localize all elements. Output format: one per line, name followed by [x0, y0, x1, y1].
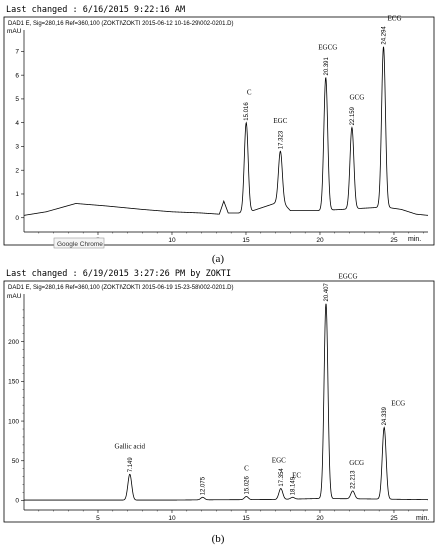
chromatogram-trace — [23, 46, 429, 216]
peak-compound-name: GCG — [349, 459, 364, 467]
y-tick-label: 200 — [8, 339, 19, 346]
y-tick-label: 2 — [15, 167, 19, 174]
panel-b: Last changed : 6/19/2015 3:27:26 PM by Z… — [3, 269, 435, 545]
peak-retention-time-label: 17.354 — [279, 468, 285, 487]
panel-b-xlabel: min. — [416, 515, 429, 522]
panel-b-ylabel: mAU — [7, 293, 22, 300]
peak-compound-name: EC — [292, 471, 301, 479]
x-tick-label: 25 — [390, 515, 398, 522]
peak-retention-time-label: 24.339 — [382, 406, 388, 425]
peak-retention-time-label: 17.323 — [278, 130, 284, 149]
peak-compound-name: EGCG — [338, 273, 357, 281]
peak-retention-time-label: 15.016 — [244, 102, 250, 121]
panel-a-xlabel: min. — [408, 236, 421, 243]
panel-a: Last changed : 6/16/2015 9:22:16 AM DAD1… — [3, 5, 435, 265]
peak-retention-time-label: 7.149 — [128, 457, 134, 473]
x-tick-label: 20 — [316, 515, 324, 522]
google-chrome-tooltip-text: Google Chrome — [57, 241, 103, 248]
peak-compound-name: ECG — [391, 399, 405, 407]
panel-a-header: DAD1 E, Sig=280,16 Ref=360,100 (ZOKTI\ZO… — [8, 21, 233, 27]
peak-retention-time-label: 15.026 — [244, 475, 250, 494]
y-tick-label: 50 — [12, 458, 20, 465]
x-tick-label: 5 — [96, 515, 100, 522]
peak-retention-time-label: 24.294 — [382, 26, 388, 45]
panel-b-plot: 0 50 100 150 200 5 10 15 20 25 7.149 Gallic acid 12.… — [8, 273, 429, 522]
peak-retention-time-label: 18.149 — [291, 476, 297, 495]
peak-retention-time-label: 20.391 — [324, 56, 330, 75]
y-tick-label: 5 — [15, 96, 19, 103]
chromatogram-trace — [24, 303, 429, 501]
x-tick-label: 10 — [168, 515, 176, 522]
panel-a-ylabel: mAU — [7, 28, 22, 35]
y-tick-label: 3 — [15, 144, 19, 151]
peak-retention-time-label: 12.075 — [201, 476, 207, 495]
peak-compound-name: C — [244, 465, 249, 473]
y-tick-label: 0 — [15, 498, 19, 505]
panel-b-last-changed: Last changed : 6/19/2015 3:27:26 PM by Z… — [6, 269, 231, 279]
panel-a-last-changed: Last changed : 6/16/2015 9:22:16 AM — [6, 5, 185, 15]
panel-b-caption: (b) — [212, 533, 225, 545]
y-tick-label: 150 — [8, 379, 19, 386]
peak-compound-name: EGC — [272, 457, 286, 465]
x-tick-label: 15 — [242, 515, 250, 522]
y-tick-label: 100 — [8, 418, 19, 425]
peak-retention-time-label: 22.159 — [350, 106, 356, 125]
x-tick-label: 20 — [316, 237, 324, 244]
y-tick-label: 4 — [15, 120, 19, 127]
panel-a-caption: (a) — [212, 253, 225, 265]
google-chrome-tooltip-box — [53, 237, 105, 249]
panel-b-frame — [3, 280, 435, 523]
peak-retention-time-label: 20.407 — [324, 282, 330, 301]
y-tick-label: 6 — [15, 72, 19, 79]
panel-a-tooltip: Google Chrome — [53, 237, 105, 249]
x-tick-label: 10 — [168, 237, 176, 244]
peak-compound-name: Gallic acid — [115, 442, 146, 450]
y-tick-label: 7 — [15, 49, 19, 56]
y-tick-label: 1 — [15, 191, 19, 198]
y-tick-label: 0 — [15, 215, 19, 222]
panel-b-header: DAD1 E, Sig=280,16 Ref=360,100 (ZOKTI\ZO… — [8, 285, 233, 291]
peak-compound-name: EGC — [273, 117, 287, 125]
peak-compound-name: EGCG — [318, 44, 337, 52]
peak-compound-name: ECG — [388, 15, 402, 23]
panel-a-frame — [3, 16, 435, 246]
x-tick-label: 15 — [242, 237, 250, 244]
panel-a-plot: 0123456751015202515.016C17.323EGC20.391E… — [15, 15, 429, 244]
peak-compound-name: GCG — [350, 93, 365, 101]
x-tick-label: 25 — [390, 237, 398, 244]
peak-compound-name: C — [247, 89, 252, 97]
peak-retention-time-label: 22.213 — [351, 470, 357, 489]
